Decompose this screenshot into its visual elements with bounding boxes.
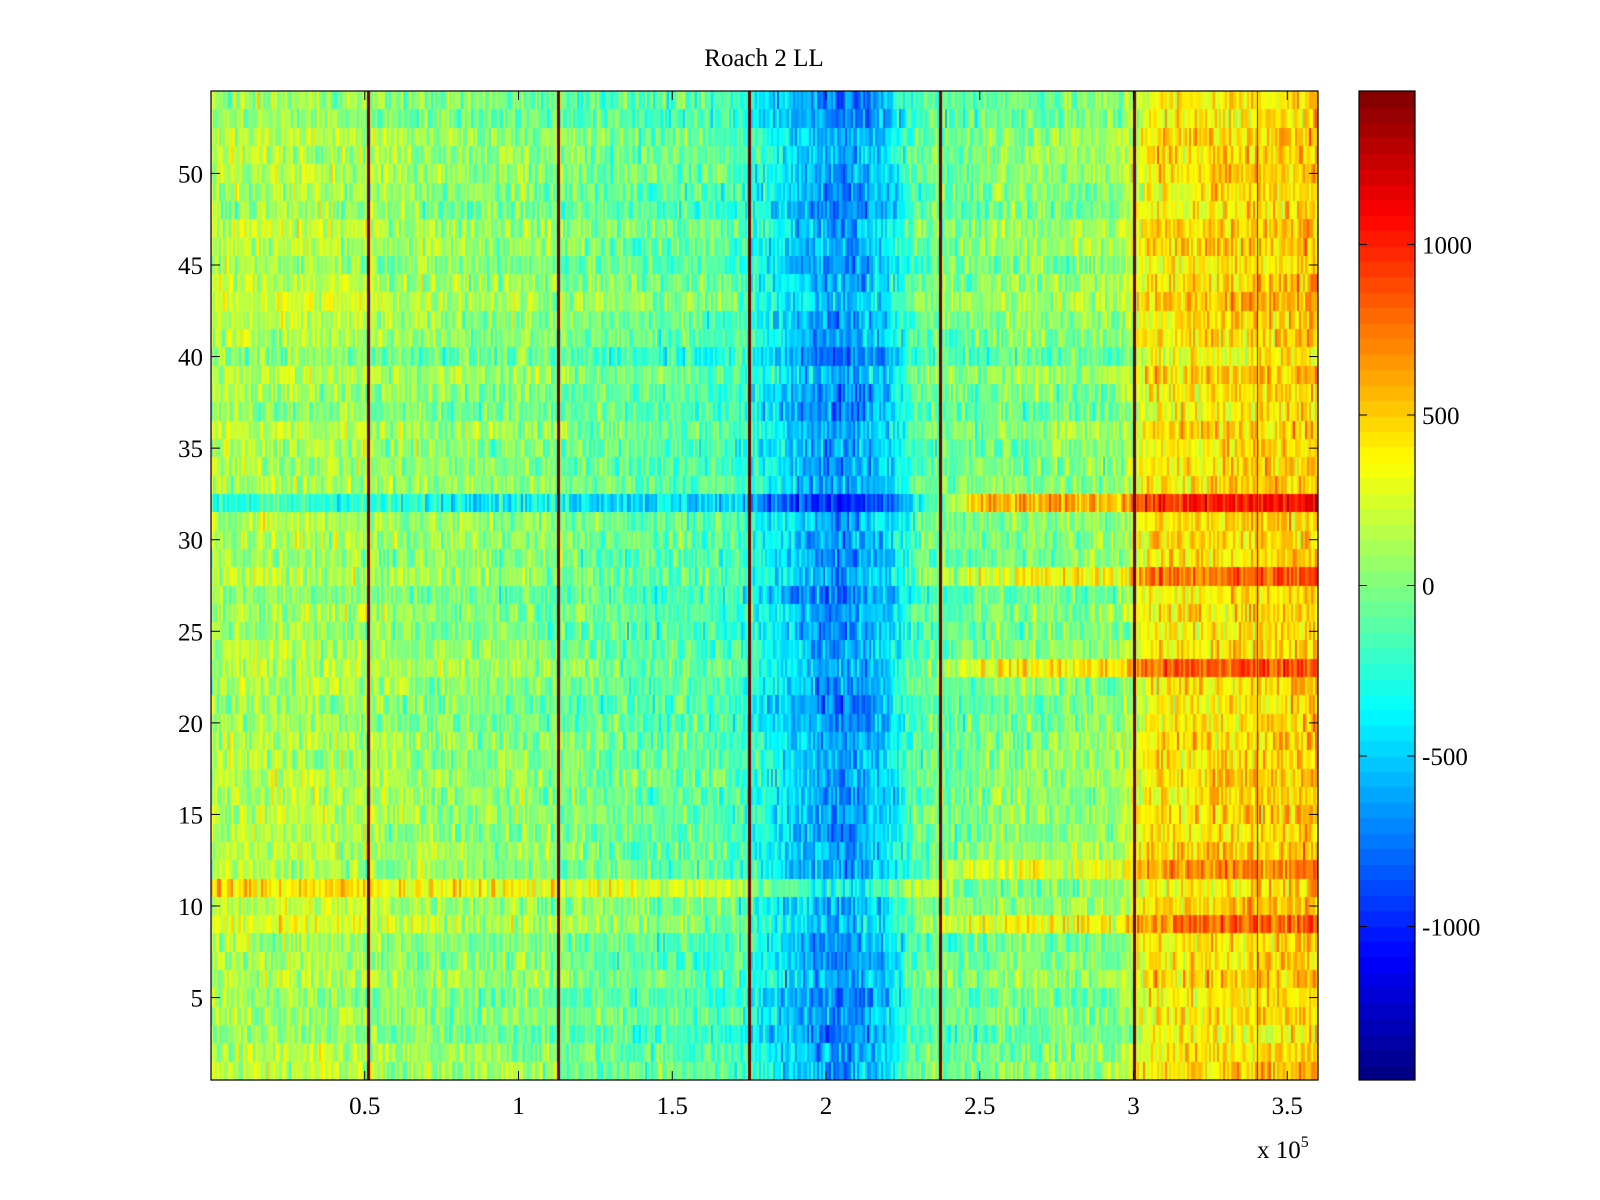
x-tick-label: 2.5 <box>964 1093 995 1120</box>
x-tick-label: 2 <box>820 1093 833 1120</box>
chart-title: Roach 2 LL <box>704 45 823 72</box>
colorbar-gradient <box>1359 91 1415 1080</box>
colorbar-tick-label: -500 <box>1422 744 1468 771</box>
colorbar-axis: -1000 -500 0 500 1000 <box>1359 232 1480 942</box>
colorbar-tick-label: 1000 <box>1422 232 1472 259</box>
y-tick-label: 10 <box>178 894 203 921</box>
x-axis: 0.5 1 1.5 2 2.5 3 3.5 <box>349 91 1303 1120</box>
x-tick-label: 1.5 <box>657 1093 688 1120</box>
x-multiplier-label: x 105 <box>1257 1134 1309 1164</box>
y-axis: 5 10 15 20 25 30 35 40 45 50 <box>178 161 1318 1013</box>
x-tick-label: 3.5 <box>1272 1093 1303 1120</box>
y-tick-label: 20 <box>178 711 203 738</box>
colorbar-tick-label: 500 <box>1422 403 1460 430</box>
x-tick-label: 1 <box>512 1093 525 1120</box>
colorbar-tick-label: -1000 <box>1422 915 1480 942</box>
colorbar-tick-label: 0 <box>1422 574 1435 601</box>
y-tick-label: 15 <box>178 802 203 829</box>
colorbar-frame <box>1358 90 1416 1081</box>
x-tick-label: 0.5 <box>349 1093 380 1120</box>
y-tick-label: 25 <box>178 619 203 646</box>
y-tick-label: 50 <box>178 161 203 188</box>
y-tick-label: 35 <box>178 436 203 463</box>
heatmap-image <box>211 91 1318 1080</box>
y-tick-label: 5 <box>191 986 204 1013</box>
y-tick-label: 30 <box>178 528 203 555</box>
y-tick-label: 45 <box>178 253 203 280</box>
plot-frame <box>210 90 1319 1081</box>
y-tick-label: 40 <box>178 345 203 372</box>
x-tick-label: 3 <box>1127 1093 1140 1120</box>
